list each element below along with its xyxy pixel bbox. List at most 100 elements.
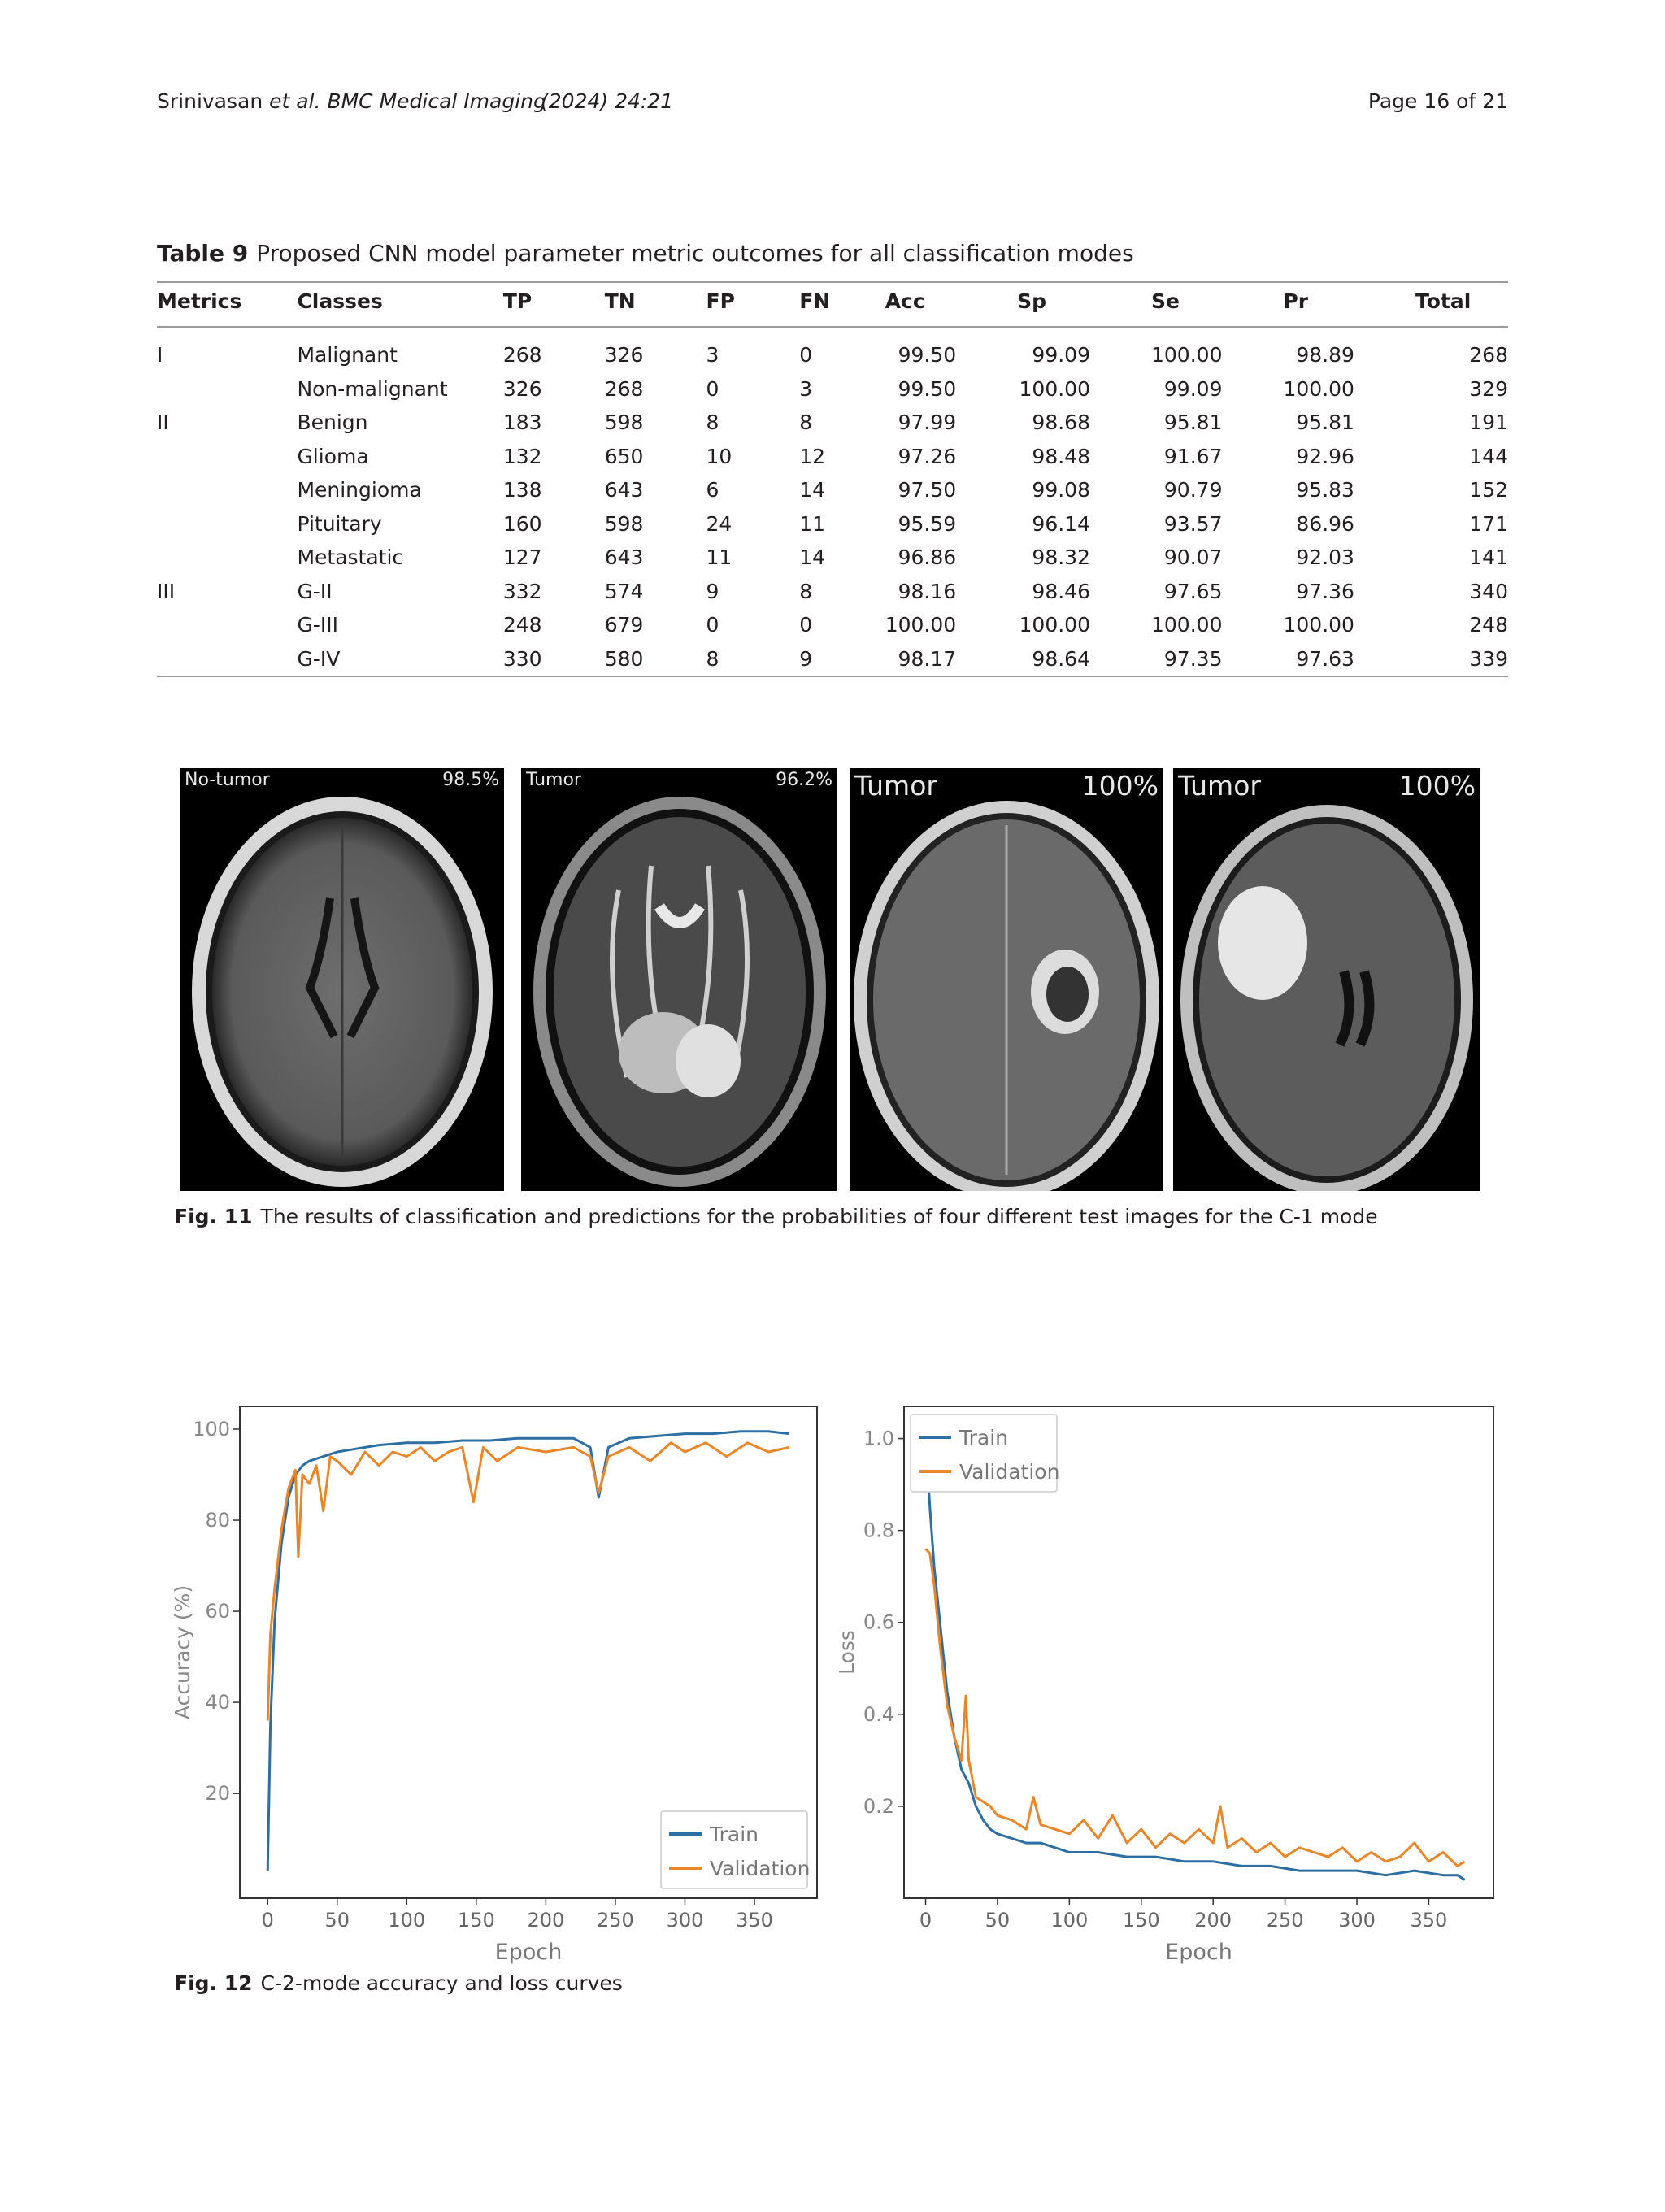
table-cell: 98.48 [1032,444,1090,468]
table-cell: 96.86 [898,545,957,570]
table-cell: 152 [1469,478,1508,502]
table-cell: 91.67 [1163,444,1223,468]
col-header: TN [604,289,636,313]
table-header-rule [157,326,1508,328]
series-line-validation [266,1441,790,1721]
table-cell: Non-malignant [297,376,448,401]
x-axis-label: Epoch [495,1940,563,1965]
x-tick-label: 300 [1338,1909,1376,1932]
y-tick-label: 1.0 [863,1428,894,1450]
table-cell: 14 [799,478,826,502]
fig11-caption-text: The results of classification and predic… [260,1205,1378,1228]
table-cell: 97.65 [1163,579,1223,603]
x-tick-label: 200 [527,1909,564,1932]
fig12-caption: Fig. 12 C-2-mode accuracy and loss curves [174,1971,623,1995]
x-tick-label: 150 [458,1909,495,1932]
table-cell: I [157,343,163,367]
mri-image-3 [854,801,1159,1191]
table-cell: 268 [1469,343,1508,367]
running-header-citation: Srinivasan et al. BMC Medical Imaging [157,89,546,113]
table-cell: 138 [502,478,542,502]
table-cell: 96.14 [1032,511,1090,536]
legend-label: Train [959,1426,1008,1449]
table-row: II Benign 183 598 8 8 97.99 98.68 95.81 95.81 191 [157,406,1508,440]
mri-prob-2: 96.2% [776,770,832,790]
col-header: Metrics [157,289,242,313]
y-tick-label: 0.4 [863,1703,894,1726]
table-cell: 9 [799,646,813,671]
table-cell: 8 [706,411,719,435]
mri-label-2: Tumor [526,770,581,790]
fig11-label: Fig. 11 [174,1205,253,1228]
header-page-number: Page 16 of 21 [1367,89,1508,113]
table-cell: 268 [604,376,644,401]
table-cell: 98.17 [898,646,957,671]
table-cell [157,372,297,406]
table-cell: 24 [706,511,733,536]
table-row: Meningioma 138 643 6 14 97.50 99.08 90.79 95.83 1… [157,473,1508,507]
table-cell: 679 [604,613,644,637]
table-cell [157,507,297,541]
table-cell: 183 [502,411,542,435]
table-cell: 98.46 [1032,579,1090,603]
table-cell: 98.89 [1296,343,1354,367]
table-cell: 141 [1469,545,1508,570]
table-cell: 160 [502,511,542,536]
mri-image-2 [533,797,826,1187]
table-cell: 97.35 [1163,646,1223,671]
table-cell: 332 [502,579,542,603]
mri-panel-3: Tumor 100% [850,768,1163,1191]
table-cell: 0 [706,376,719,401]
table-cell: 10 [706,444,733,468]
x-tick-label: 250 [597,1909,634,1932]
x-tick-label: 250 [1267,1909,1304,1932]
table-cell: 326 [502,376,542,401]
table-cell: 326 [604,343,644,367]
col-header: TP [502,289,533,313]
y-tick-label: 20 [205,1782,230,1805]
table-cell: 8 [799,411,813,435]
col-header: FP [706,289,735,313]
table-row: G-III 248 679 0 0 100.00 100.00 100.00 100.00 248 [157,608,1508,642]
table-cell [157,608,297,642]
table-cell: 99.09 [1163,376,1223,401]
table-caption-text: Proposed CNN model parameter metric outc… [256,240,1134,267]
table-cell: 98.68 [1032,411,1090,435]
table-cell: 650 [604,444,644,468]
table-cell: 0 [706,613,719,637]
metrics-table: Metrics Classes TP TN FP FN Acc Sp Se Pr… [157,276,1508,676]
fig11-caption: Fig. 11 The results of classification and… [174,1205,1378,1228]
table-cell: 144 [1469,444,1508,468]
table-cell: 100.00 [1019,613,1090,637]
col-header: Acc [885,289,925,313]
table-cell: 11 [706,545,733,570]
x-axis-label: Epoch [1165,1940,1232,1965]
table-cell: II [157,411,169,435]
table-cell: 574 [604,579,644,603]
y-tick-label: 0.6 [863,1611,894,1634]
series-line-validation [924,1548,1466,1867]
table-cell: 248 [502,613,542,637]
y-tick-label: 0.2 [863,1795,894,1818]
mri-image-4 [1180,805,1473,1191]
table-cell: 95.81 [1163,411,1223,435]
table-cell: 92.03 [1296,545,1354,570]
mri-prob-4: 100% [1398,770,1476,802]
table-cell: 3 [799,376,813,401]
table-cell: 191 [1469,411,1508,435]
x-tick-label: 50 [985,1909,1011,1932]
table-cell: 580 [604,646,644,671]
y-tick-label: 60 [205,1600,230,1623]
table-cell: 100.00 [1019,376,1090,401]
table-cell: 8 [799,579,813,603]
legend-label: Validation [959,1460,1059,1484]
mri-prob-3: 100% [1081,770,1159,802]
header-journal: et al. BMC Medical Imaging [269,89,546,113]
table-cell: Metastatic [297,545,404,570]
table-cell: 95.81 [1296,411,1354,435]
mri-panel-2: Tumor 96.2% [521,768,837,1191]
table-cell: 100.00 [1283,613,1354,637]
x-tick-label: 350 [736,1909,773,1932]
table-cell: 12 [799,444,826,468]
y-axis-label: Accuracy (%) [171,1585,194,1719]
